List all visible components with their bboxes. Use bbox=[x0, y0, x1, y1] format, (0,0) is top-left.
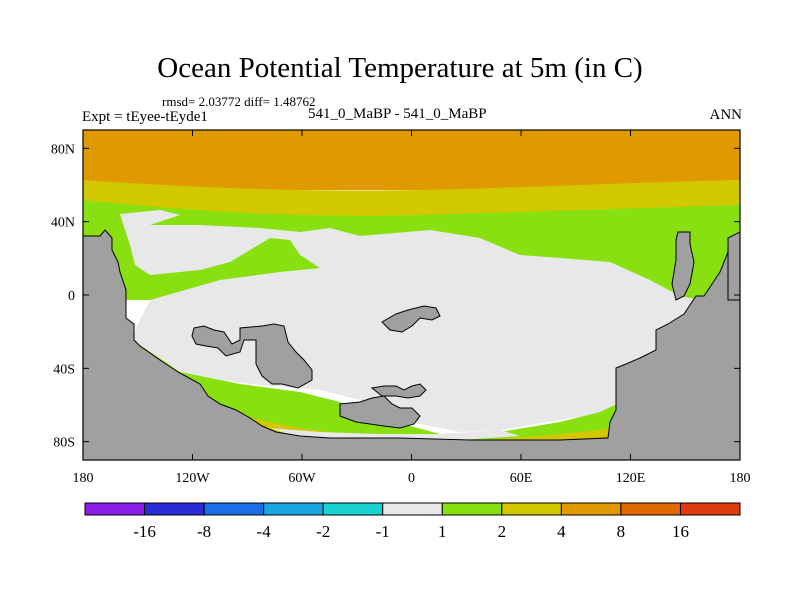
colorbar-label: 8 bbox=[617, 522, 626, 541]
land-south-island bbox=[339, 395, 421, 429]
colorbar: -16 -8 -4 -2 -1 1 2 4 8 16 bbox=[84, 502, 741, 541]
x-tick-label: 120E bbox=[616, 471, 646, 486]
colorbar-label: 4 bbox=[557, 522, 566, 541]
chart-title: Ocean Potential Temperature at 5m (in C) bbox=[157, 52, 643, 84]
x-tick-label: 60W bbox=[288, 471, 316, 486]
y-tick-label: 80N bbox=[51, 142, 75, 157]
colorbar-box bbox=[501, 502, 562, 516]
x-axis-ticks: 180 120W 60W 0 60E 120E 180 bbox=[73, 130, 751, 486]
colorbar-box bbox=[322, 502, 384, 516]
field-polar-north bbox=[83, 130, 740, 190]
colorbar-box bbox=[382, 502, 443, 516]
x-tick-label: 0 bbox=[408, 471, 415, 486]
colorbar-box bbox=[144, 502, 205, 516]
land-small-island bbox=[370, 383, 427, 399]
case-label: 541_0_MaBP - 541_0_MaBP bbox=[308, 106, 487, 122]
season-label: ANN bbox=[709, 107, 743, 123]
colorbar-label: -8 bbox=[197, 522, 211, 541]
x-tick-label: 180 bbox=[730, 471, 751, 486]
colorbar-label: -4 bbox=[257, 522, 272, 541]
colorbar-box bbox=[679, 502, 741, 516]
x-tick-label: 60E bbox=[510, 471, 533, 486]
y-tick-label: 40S bbox=[53, 362, 75, 377]
map-layer bbox=[83, 130, 740, 460]
x-tick-label: 180 bbox=[73, 471, 94, 486]
colorbar-box bbox=[620, 502, 681, 516]
stats-text: rmsd= 2.03772 diff= 1.48762 bbox=[162, 94, 316, 109]
colorbar-box bbox=[560, 502, 622, 516]
land-northeast-strip bbox=[671, 231, 695, 301]
experiment-label: Expt = tEyee-tEyde1 bbox=[82, 109, 208, 125]
x-tick-label: 120W bbox=[175, 471, 210, 486]
colorbar-label: 2 bbox=[498, 522, 507, 541]
land-west-continent bbox=[83, 229, 740, 460]
land-central-block bbox=[191, 323, 313, 389]
colorbar-box bbox=[203, 502, 265, 516]
land-island-east bbox=[381, 305, 441, 333]
y-tick-label: 40N bbox=[51, 216, 75, 231]
land-east-margin bbox=[727, 231, 740, 301]
colorbar-label: 1 bbox=[438, 522, 447, 541]
colorbar-label: 16 bbox=[672, 522, 689, 541]
colorbar-label: -16 bbox=[133, 522, 156, 541]
field-antarctic-white bbox=[270, 428, 520, 440]
y-axis-ticks: 80N 40N 0 40S 80S bbox=[51, 142, 740, 451]
colorbar-box bbox=[263, 502, 324, 516]
colorbar-label: -2 bbox=[316, 522, 330, 541]
colorbar-box bbox=[84, 502, 146, 516]
colorbar-label: -1 bbox=[376, 522, 390, 541]
y-tick-label: 80S bbox=[53, 436, 75, 451]
colorbar-box bbox=[441, 502, 503, 516]
y-tick-label: 0 bbox=[68, 289, 75, 304]
